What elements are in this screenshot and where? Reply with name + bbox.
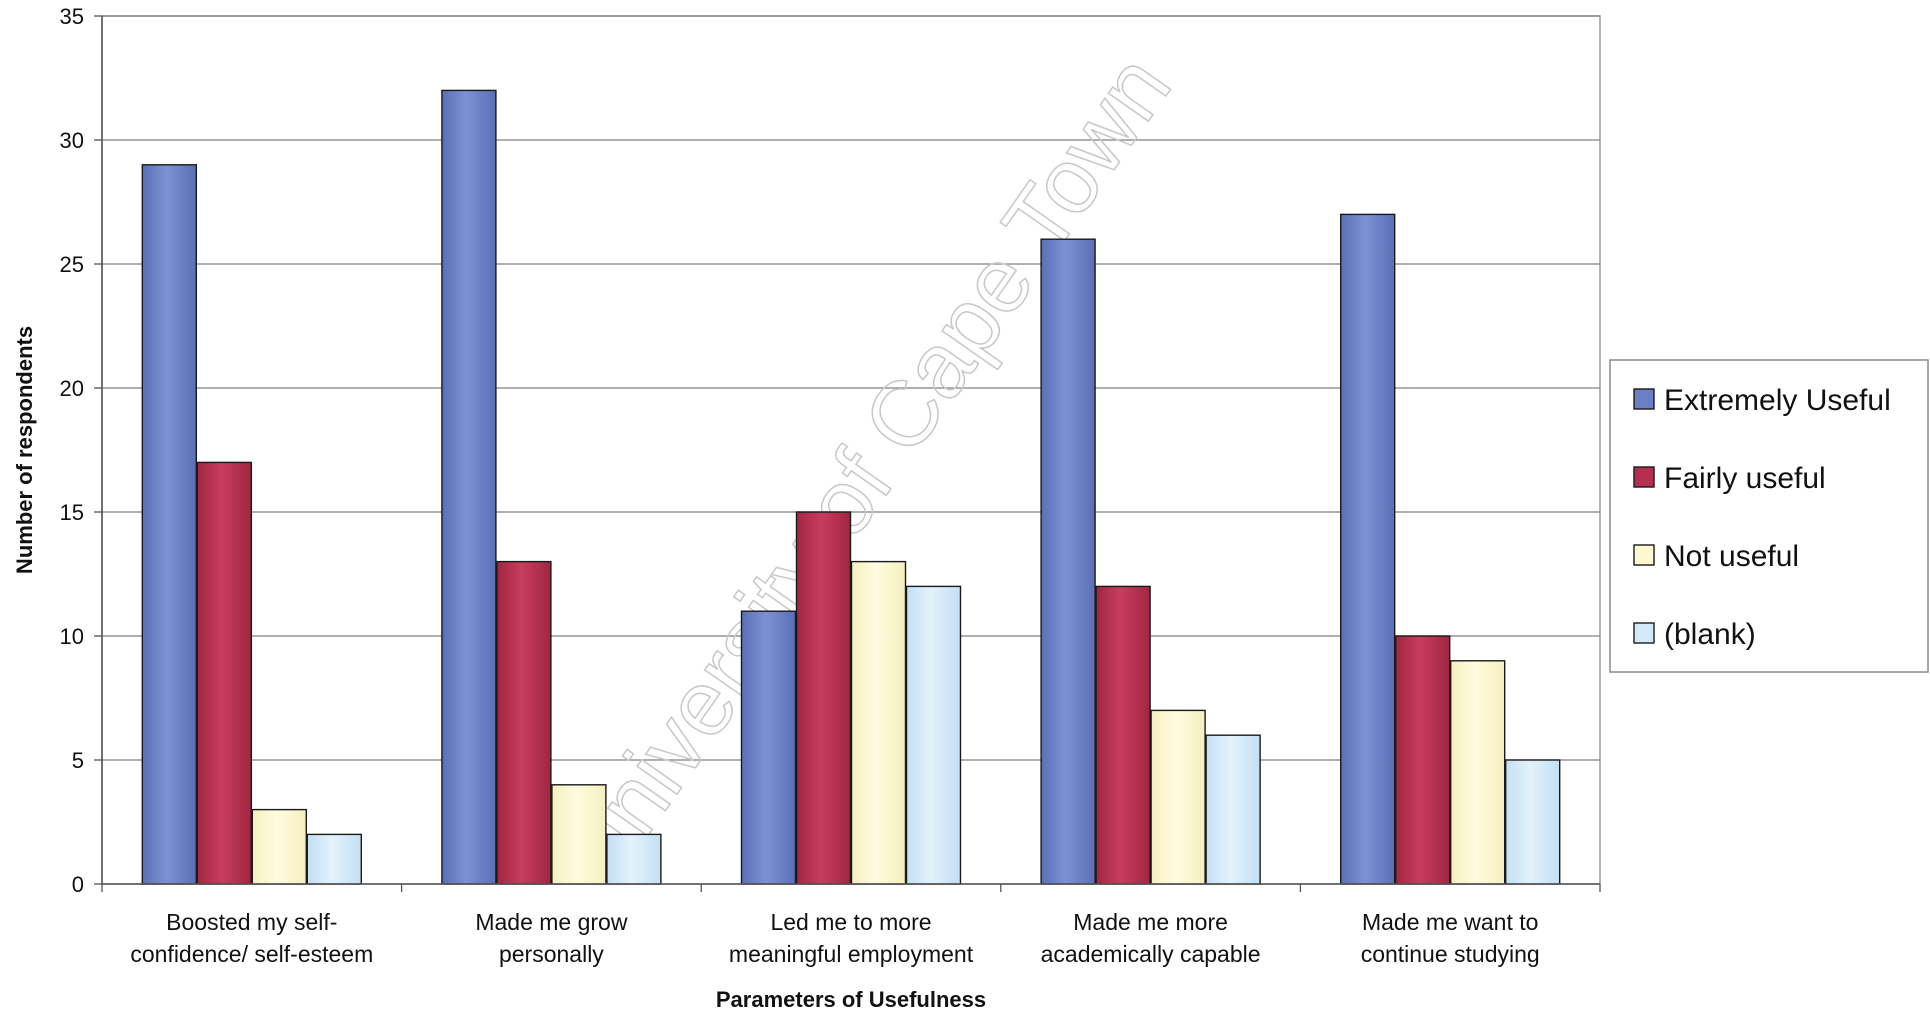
legend-swatch xyxy=(1633,388,1655,410)
bar-extremely-useful-2 xyxy=(441,89,497,885)
category-label: continue studying xyxy=(1361,941,1540,967)
legend-label: Fairly useful xyxy=(1664,462,1826,495)
bar-blank-2 xyxy=(606,833,662,885)
bar-blank-3 xyxy=(905,585,962,885)
y-axis-ticks: 0 5 10 15 20 25 30 35 xyxy=(60,4,102,897)
bar-extremely-useful-4 xyxy=(1040,238,1096,885)
bar-not-useful-2 xyxy=(551,784,607,885)
y-tick-label: 20 xyxy=(60,376,84,401)
legend-box xyxy=(1609,359,1929,673)
legend-swatch xyxy=(1633,622,1655,644)
bar-blank-5 xyxy=(1504,759,1561,885)
legend-label: Extremely Useful xyxy=(1664,384,1891,417)
bar-not-useful-3 xyxy=(850,560,907,885)
y-tick-label: 15 xyxy=(60,500,84,525)
legend-label: Not useful xyxy=(1664,540,1799,573)
bar-fairly-useful-5 xyxy=(1394,635,1451,885)
legend-swatch xyxy=(1633,544,1655,566)
y-tick-label: 25 xyxy=(60,252,84,277)
bar-fairly-useful-4 xyxy=(1095,585,1151,885)
category-label: Made me want to xyxy=(1362,909,1538,935)
bar-blank-4 xyxy=(1205,734,1261,885)
y-tick-label: 5 xyxy=(72,748,84,773)
bar-fairly-useful-1 xyxy=(196,461,253,885)
bar-fairly-useful-2 xyxy=(496,560,552,885)
category-label: Made me grow xyxy=(475,909,628,935)
bar-not-useful-5 xyxy=(1449,660,1506,885)
y-tick-label: 30 xyxy=(60,128,84,153)
bar-fairly-useful-3 xyxy=(795,511,852,885)
y-tick-label: 0 xyxy=(72,872,84,897)
category-label: Made me more xyxy=(1073,909,1228,935)
bars xyxy=(141,89,1561,885)
bar-not-useful-1 xyxy=(251,808,308,885)
x-axis-ticks xyxy=(101,884,1601,892)
category-label: meaningful employment xyxy=(729,941,974,967)
category-label: academically capable xyxy=(1041,941,1261,967)
bar-extremely-useful-3 xyxy=(740,610,797,885)
category-label: confidence/ self-esteem xyxy=(130,941,373,967)
x-axis-title: Parameters of Usefulness xyxy=(716,987,986,1012)
bar-extremely-useful-1 xyxy=(141,164,198,885)
category-label: Led me to more xyxy=(770,909,931,935)
y-axis-title: Number of respondents xyxy=(12,326,37,574)
bar-blank-1 xyxy=(306,833,362,885)
category-label: personally xyxy=(499,941,604,967)
y-tick-label: 10 xyxy=(60,624,84,649)
bar-extremely-useful-5 xyxy=(1339,213,1396,885)
bar-not-useful-4 xyxy=(1150,709,1206,885)
legend-swatch xyxy=(1633,466,1655,488)
category-label: Boosted my self- xyxy=(166,909,337,935)
category-labels: Boosted my self-confidence/ self-esteem M… xyxy=(130,909,1539,967)
legend: Extremely Useful Fairly useful Not useful (… xyxy=(1609,359,1929,673)
y-tick-label: 35 xyxy=(60,4,84,29)
legend-label: (blank) xyxy=(1664,618,1756,651)
